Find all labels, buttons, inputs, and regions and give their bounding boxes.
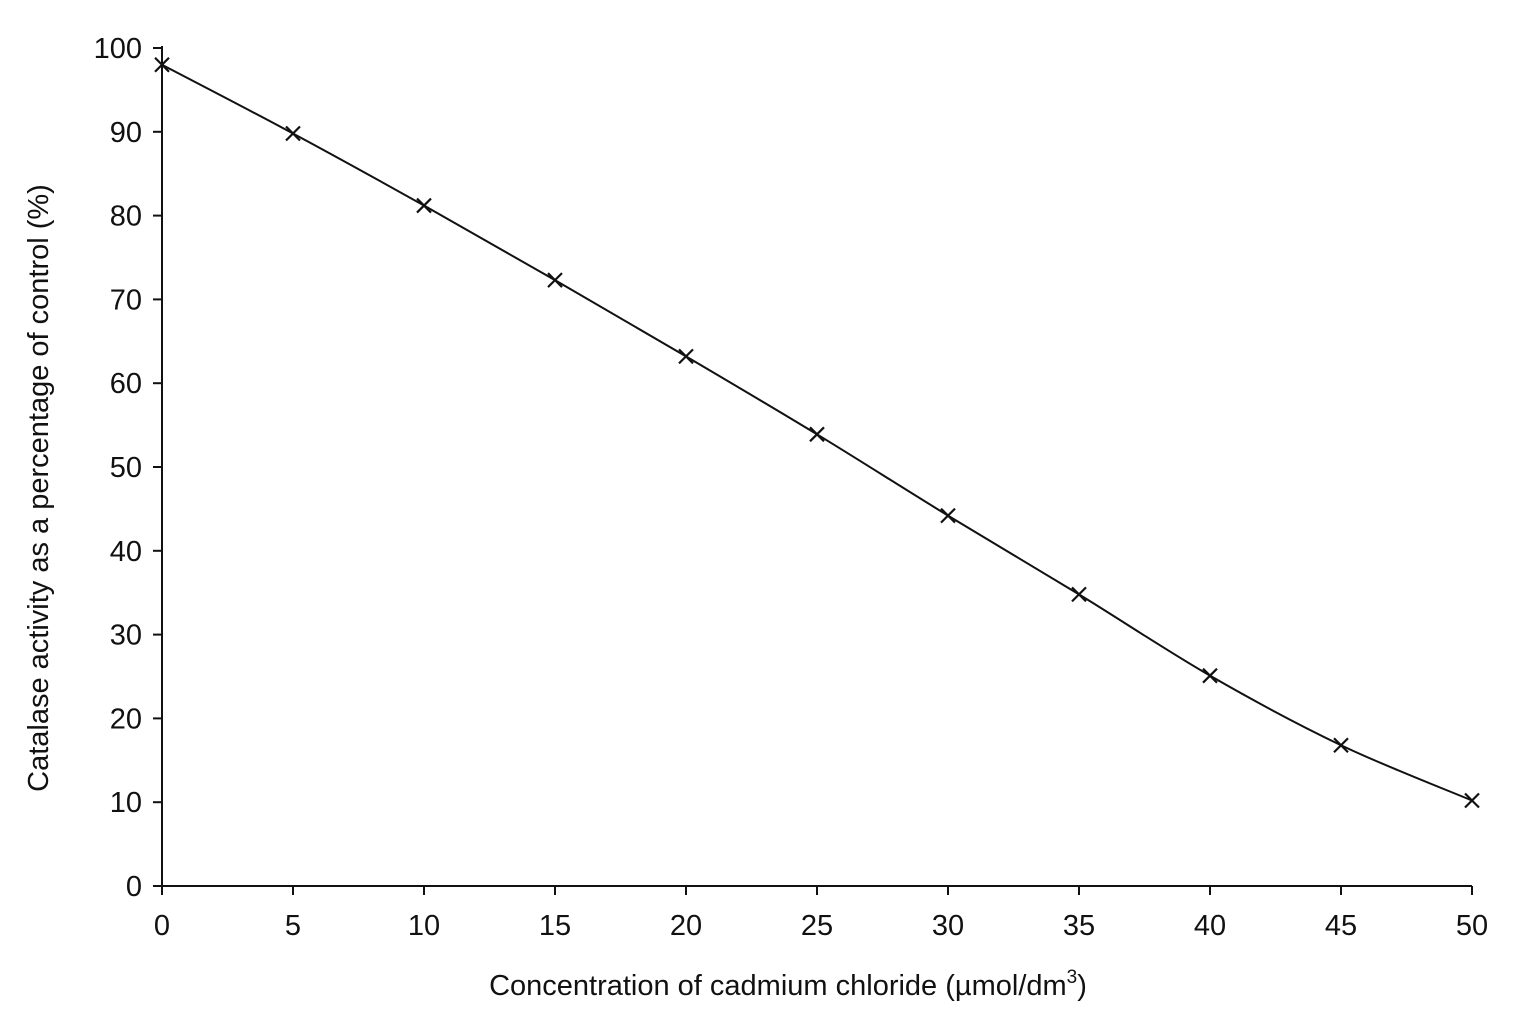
x-tick-label: 45 (1325, 910, 1357, 942)
x-tick-label: 35 (1063, 910, 1095, 942)
x-axis: 0 5 10 15 20 25 30 35 40 45 50 (154, 885, 1488, 942)
x-tick-label: 10 (408, 910, 440, 942)
x-axis-title-close: ) (1077, 970, 1087, 1002)
data-point-marker (1202, 667, 1218, 684)
y-tick-label: 90 (110, 117, 142, 149)
data-point-marker (1071, 586, 1087, 603)
y-tick-label: 0 (126, 871, 142, 903)
data-point-marker (416, 197, 432, 214)
y-tick-label: 20 (110, 703, 142, 735)
x-tick-label: 0 (154, 910, 170, 942)
y-tick-label: 60 (110, 368, 142, 400)
y-tick-label: 30 (110, 620, 142, 652)
y-axis-title: Catalase activity as a percentage of con… (23, 184, 55, 792)
y-tick-label: 70 (110, 284, 142, 316)
data-point-marker (678, 348, 694, 365)
y-tick-label: 40 (110, 536, 142, 568)
data-point-marker (285, 125, 301, 142)
series-line (161, 63, 1473, 802)
x-axis-title-superscript: 3 (1067, 967, 1078, 988)
plot-area (154, 56, 1480, 809)
x-tick-label: 25 (801, 910, 833, 942)
x-tick-label: 15 (539, 910, 571, 942)
data-point-marker (1333, 737, 1349, 753)
x-axis-title-main: Concentration of cadmium chloride (µmol/… (489, 970, 1067, 1002)
x-tick-label: 50 (1456, 910, 1488, 942)
y-tick-label: 100 (94, 33, 142, 65)
x-tick-label: 30 (932, 910, 964, 942)
y-tick-label: 50 (110, 452, 142, 484)
y-tick-label: 10 (110, 787, 142, 819)
y-axis: 0 10 20 30 40 50 60 70 80 90 100 (94, 33, 163, 903)
data-point-marker (940, 507, 956, 524)
x-tick-label: 5 (285, 910, 301, 942)
data-point-marker (1464, 792, 1480, 809)
x-tick-label: 20 (670, 910, 702, 942)
y-tick-label: 80 (110, 201, 142, 233)
x-tick-label: 40 (1194, 910, 1226, 942)
data-point-marker (547, 272, 563, 288)
x-axis-title: Concentration of cadmium chloride (µmol/… (489, 967, 1087, 1002)
data-point-marker (809, 426, 825, 443)
